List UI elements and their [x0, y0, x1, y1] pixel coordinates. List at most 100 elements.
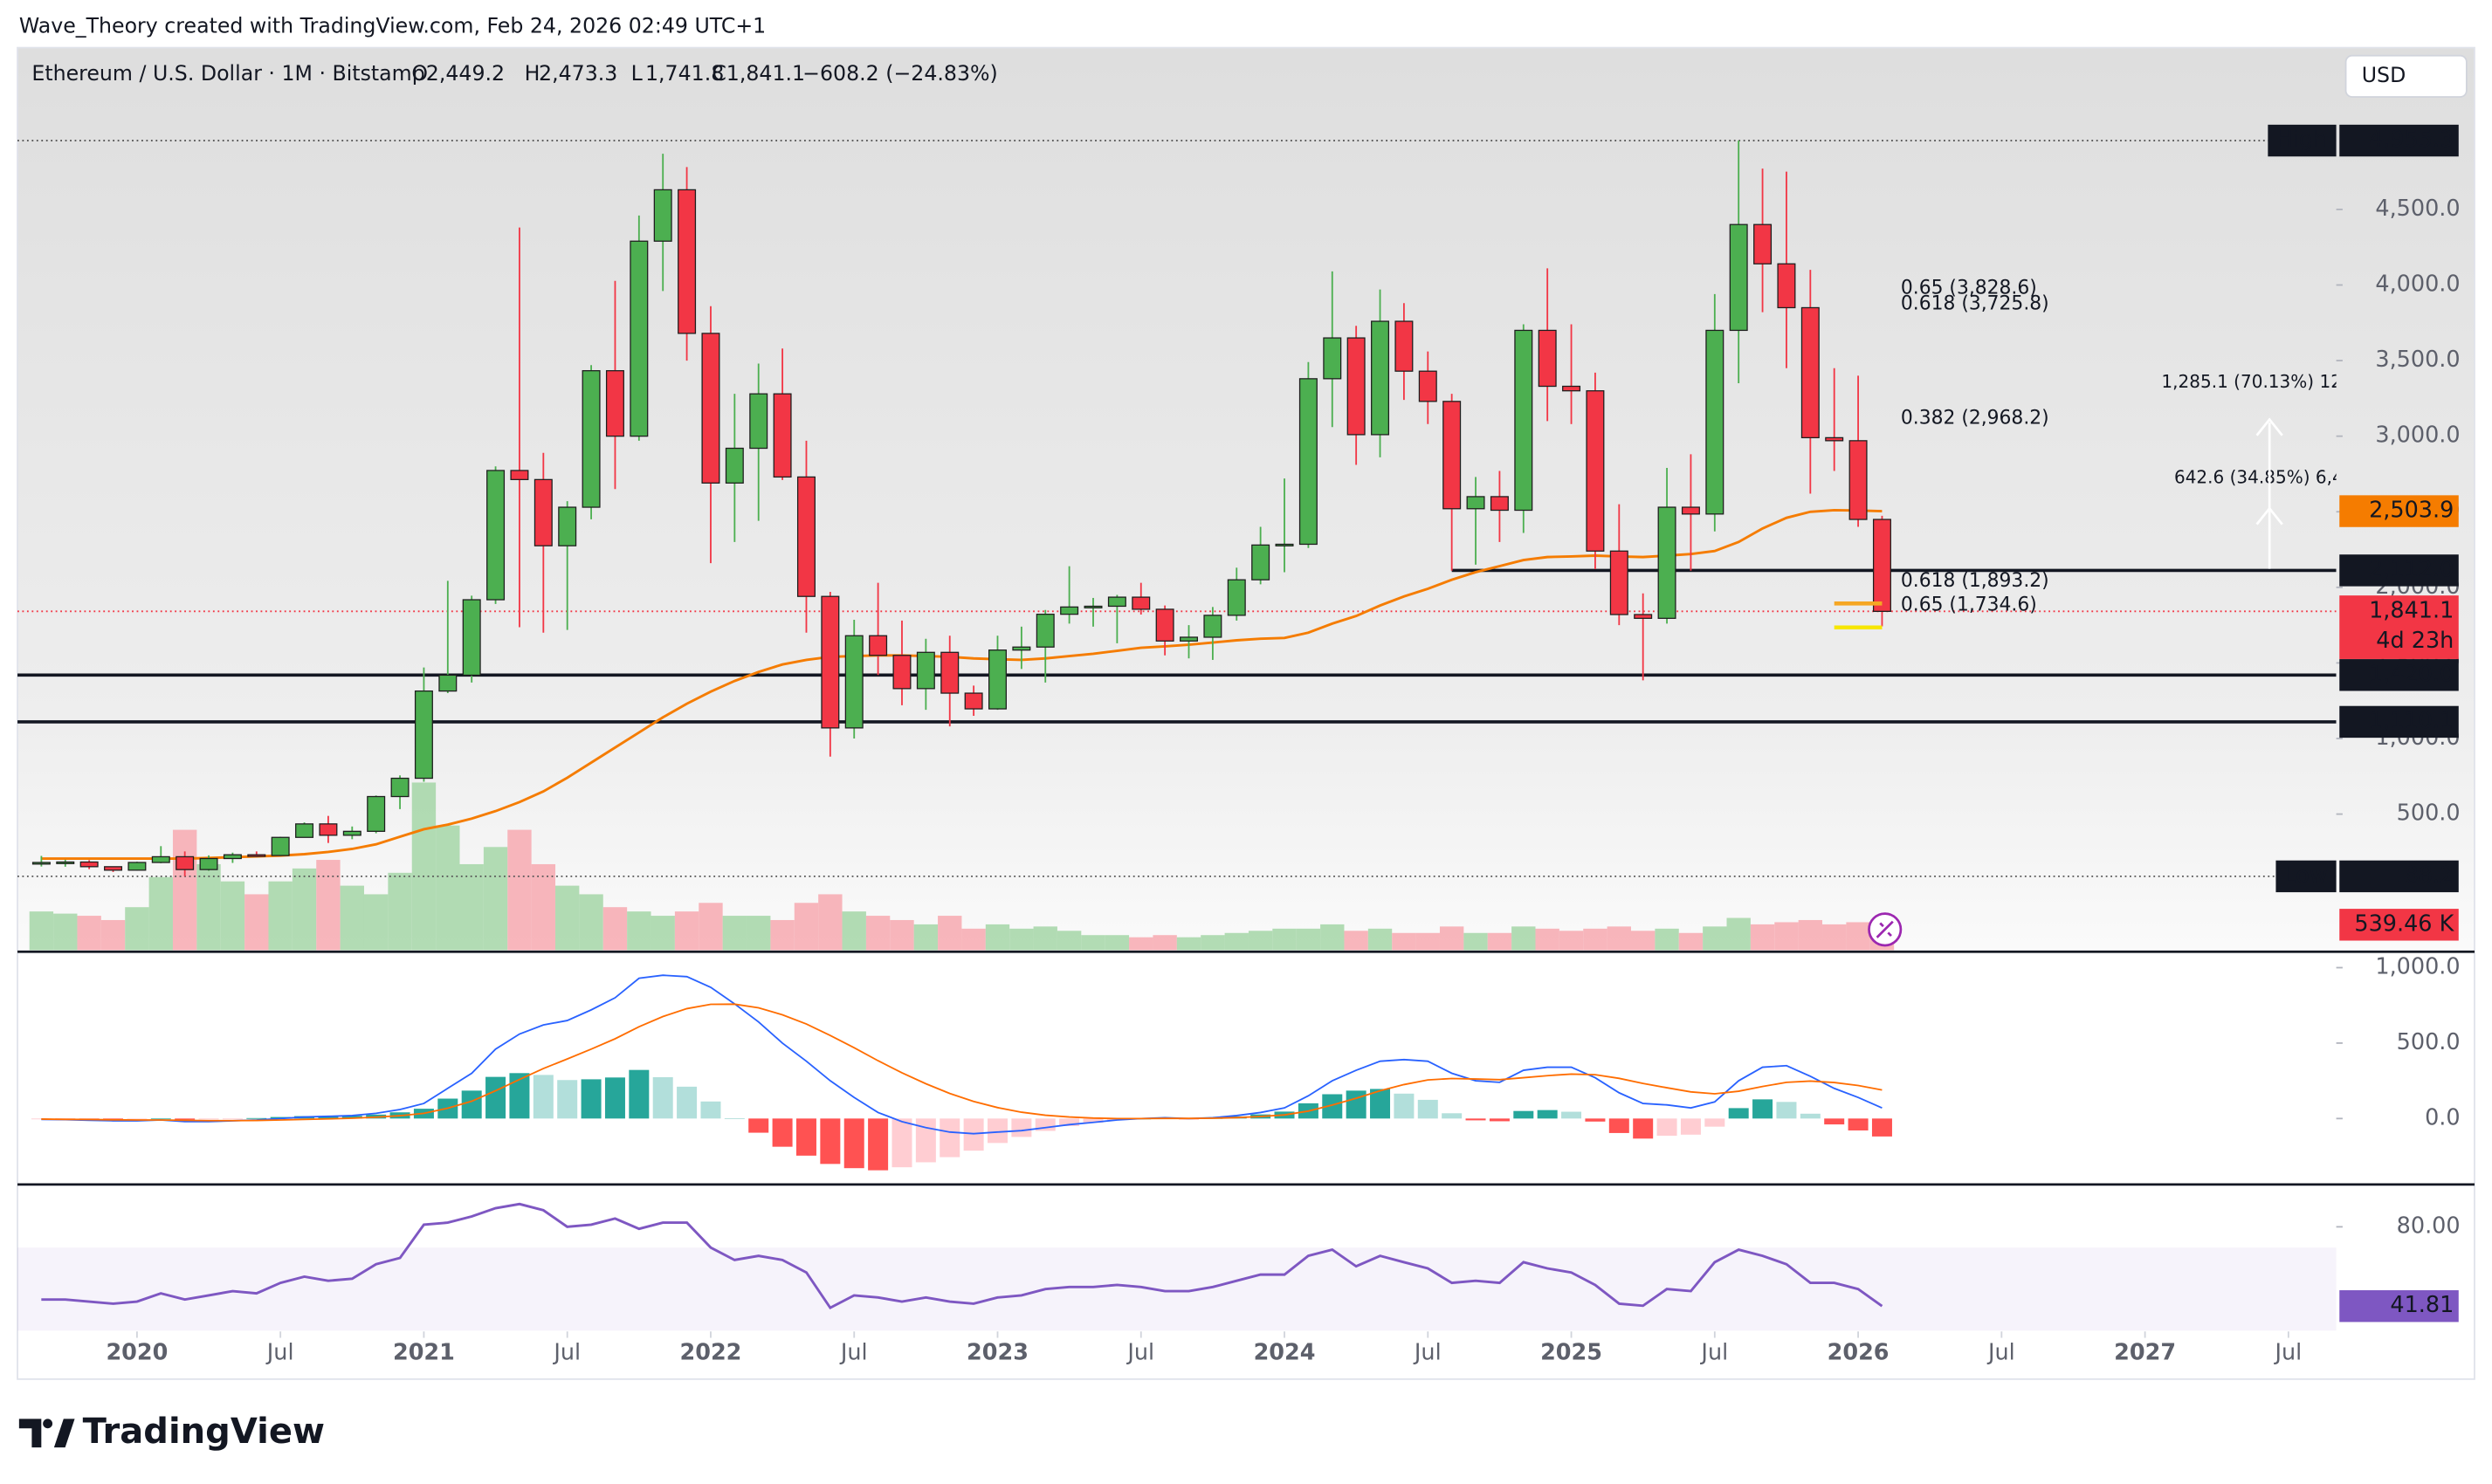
macd-histogram-bar — [891, 1118, 912, 1168]
overlay — [1868, 417, 2283, 947]
macd-histogram-bar — [915, 1118, 936, 1163]
volume-bar — [1033, 926, 1057, 951]
volume-bar — [699, 903, 723, 951]
high-tag-box — [2268, 124, 2337, 157]
macd-histogram-bar — [1848, 1118, 1869, 1130]
candle-body — [844, 635, 864, 729]
macd-histogram-bar — [103, 1118, 124, 1120]
volume-bar — [1822, 924, 1847, 951]
volume-bar — [1583, 928, 1607, 951]
x-tick-label: Jul — [2274, 1340, 2303, 1366]
macd-histogram-bar — [843, 1118, 864, 1169]
candle-body — [1825, 436, 1844, 442]
rsi-label: 41.81 — [2390, 1292, 2454, 1318]
macd-histogram-bar — [748, 1118, 769, 1133]
candle-body — [31, 862, 51, 865]
fib-label: 0.618 (3,725.8) — [1901, 292, 2049, 314]
volume-bar — [1344, 931, 1368, 951]
macd-histogram-bar — [940, 1118, 960, 1158]
macd-histogram-bar — [772, 1118, 793, 1147]
signal-line — [41, 1003, 1883, 1122]
x-tick-label: Jul — [265, 1340, 294, 1366]
currency[interactable]: USD — [2362, 63, 2406, 87]
ohlc-value: 1,841.1 — [726, 61, 805, 86]
candle-body — [1681, 506, 1700, 515]
volume-bar — [340, 885, 364, 951]
candle-body — [1634, 614, 1653, 619]
candle-body — [796, 476, 816, 597]
level-label-box — [2339, 554, 2459, 587]
macd-histogram-bar — [1704, 1118, 1725, 1127]
candle-body — [773, 393, 792, 478]
assistant-icon-glyph — [1876, 920, 1894, 938]
candle-body — [964, 692, 983, 710]
volume-bar — [1678, 932, 1704, 951]
candle-body — [869, 635, 888, 656]
y-tick-label: 4,000.0 — [2375, 271, 2460, 297]
plot-area: 0.65 (3,828.6)0.618 (3,725.8) 0.382 (2,96… — [17, 140, 2337, 1331]
candle-body — [176, 855, 195, 870]
volume-bar — [411, 782, 437, 951]
rsi-line — [41, 1202, 1883, 1310]
macd-histogram-bar — [1322, 1094, 1343, 1119]
candle-body — [223, 854, 242, 860]
change: −608.2 (−24.83%) — [802, 61, 998, 86]
candle-body — [1418, 370, 1437, 402]
volume-bar — [985, 924, 1010, 951]
chart-frame — [17, 46, 2475, 1380]
macd-histogram-bar — [1346, 1090, 1366, 1119]
ohlc-key: L — [631, 61, 644, 86]
volume-bar — [1367, 928, 1393, 951]
currency-button[interactable]: USD — [2344, 54, 2468, 98]
macd-histogram-bar — [820, 1118, 841, 1165]
macd-histogram-bar — [127, 1118, 148, 1120]
candle-body — [749, 393, 768, 450]
volume-bar — [1272, 928, 1297, 951]
volume-bar — [388, 872, 412, 951]
volume-bar — [507, 829, 532, 951]
volume-bar — [125, 907, 149, 951]
x-tick-label: 2027 — [2114, 1340, 2176, 1366]
ohlc-key: C — [712, 61, 726, 86]
candle-body — [1729, 223, 1748, 332]
macd-histogram-bar — [222, 1118, 243, 1120]
volume-bar — [29, 911, 54, 951]
macd-histogram-bar — [1752, 1099, 1773, 1119]
level-label-box — [2339, 705, 2459, 739]
candle-body — [295, 823, 314, 838]
macd-histogram-bar — [1824, 1118, 1845, 1125]
volume-label: 539.46 K — [2354, 910, 2454, 937]
x-tick-label: 2024 — [1254, 1340, 1316, 1366]
candle-body — [1800, 306, 1820, 439]
candle-body — [1848, 440, 1868, 520]
macd-histogram-bar — [1871, 1118, 1892, 1137]
high-value: 4,955.3 — [2369, 127, 2454, 153]
candle-body — [1371, 320, 1390, 436]
macd-histogram-bar — [1370, 1089, 1391, 1119]
ohlc-key: O — [411, 61, 428, 86]
candle-body — [151, 855, 170, 863]
candle-body — [127, 862, 147, 871]
x-tick-label: 2020 — [106, 1340, 168, 1366]
macd-histogram-bar — [1561, 1111, 1582, 1119]
candle-body — [1490, 496, 1509, 512]
candle-body — [605, 370, 624, 437]
volume-bar — [1726, 917, 1751, 951]
candle-body — [1777, 263, 1796, 309]
measure-arrowhead — [2255, 506, 2283, 526]
volume-bar — [1415, 932, 1440, 951]
low-value-box — [2339, 860, 2459, 893]
macd-histogram-bar — [1608, 1118, 1629, 1133]
macd-line — [41, 974, 1883, 1135]
candle-body — [558, 506, 577, 546]
candle-body — [1060, 606, 1079, 615]
currency-box[interactable] — [2344, 54, 2468, 98]
macd-histogram-bar — [1728, 1108, 1749, 1119]
candle-body — [701, 333, 720, 484]
volume-bar — [77, 916, 101, 951]
macd-histogram-bar — [485, 1076, 506, 1119]
volume-bar — [1511, 926, 1536, 951]
volume-bar — [961, 928, 986, 951]
candle-body — [1657, 506, 1676, 619]
